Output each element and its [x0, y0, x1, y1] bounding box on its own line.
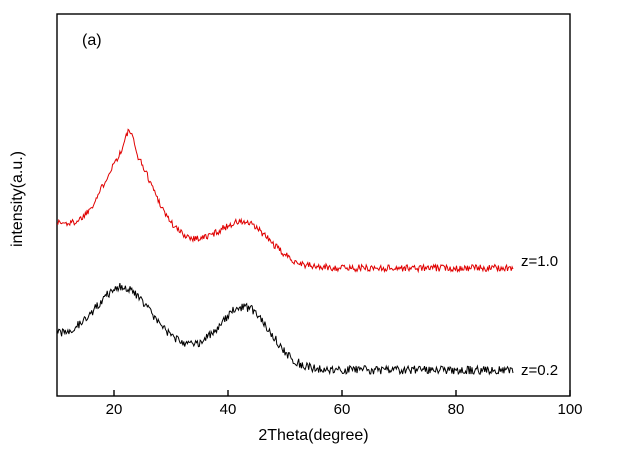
x-tick-label: 20 — [105, 401, 123, 418]
series-label-z1.0: z=1.0 — [521, 253, 559, 270]
series-label-z0.2: z=0.2 — [521, 362, 559, 379]
x-tick-label: 80 — [447, 401, 465, 418]
y-axis-label: intensity(a.u.) — [9, 150, 26, 248]
x-axis-label: 2Theta(degree) — [258, 427, 369, 444]
curve-z=1.0 — [56, 128, 514, 274]
panel-label: (a) — [82, 32, 102, 49]
x-tick-label: 60 — [333, 401, 351, 418]
x-tick-label: 100 — [557, 401, 583, 418]
plot-frame — [56, 13, 571, 397]
curve-z=0.2 — [56, 283, 514, 376]
x-tick-label: 40 — [219, 401, 237, 418]
